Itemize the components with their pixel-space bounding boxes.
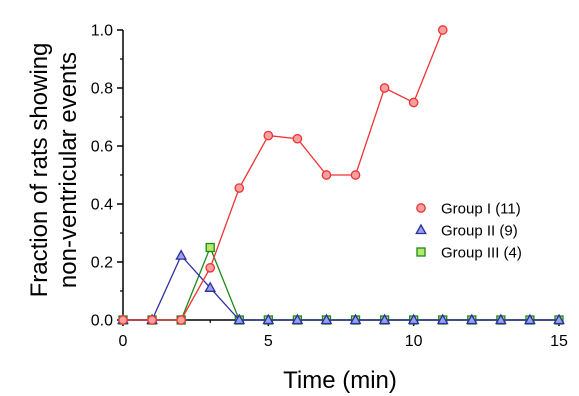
legend-label: Group I (11) xyxy=(441,201,521,218)
legend-item: Group I (11) xyxy=(416,201,521,218)
data-point xyxy=(262,313,275,325)
data-point xyxy=(233,313,246,325)
legend-marker xyxy=(416,203,426,213)
data-point xyxy=(234,183,245,193)
data-point xyxy=(205,262,216,273)
chart-legend: Group I (11) Group II (9) Group III (4) xyxy=(415,201,522,262)
data-point xyxy=(524,313,536,325)
data-point xyxy=(378,313,391,325)
legend-label: Group III (4) xyxy=(441,245,522,262)
chart-series xyxy=(117,25,565,325)
data-point xyxy=(465,313,478,325)
data-point xyxy=(118,315,128,325)
y-tick-label: 0.2 xyxy=(91,255,113,272)
series-group-1 xyxy=(118,25,448,325)
data-point xyxy=(495,313,507,325)
legend-marker xyxy=(416,247,426,257)
y-tick-label: 1.0 xyxy=(91,23,113,40)
data-point xyxy=(350,170,361,180)
data-point xyxy=(349,313,362,325)
series-line xyxy=(123,29,444,321)
data-point xyxy=(291,313,304,325)
chart-axes: 0 5 10 15 0.0 0.2 0.4 0.6 0.8 1.0 xyxy=(91,23,568,351)
x-tick-label: 0 xyxy=(119,333,128,350)
x-tick-label: 10 xyxy=(405,333,423,350)
x-tick-label: 15 xyxy=(550,333,568,350)
data-point xyxy=(436,313,449,325)
data-point xyxy=(407,313,420,325)
y-tick-label: 0.8 xyxy=(91,81,113,98)
data-point xyxy=(320,313,333,325)
data-point xyxy=(321,170,332,180)
data-point xyxy=(553,313,565,325)
legend-marker xyxy=(415,223,427,235)
data-point xyxy=(147,315,157,325)
y-tick-label: 0.6 xyxy=(91,139,113,156)
y-axis-title-line-2: non-ventricular events xyxy=(55,52,82,288)
data-point xyxy=(292,133,303,144)
data-point xyxy=(205,242,215,253)
data-point xyxy=(176,315,186,325)
legend-item: Group III (4) xyxy=(416,245,522,262)
data-point xyxy=(175,249,187,260)
data-point xyxy=(263,130,274,141)
y-axis-title-line-1: Fraction of rats showing xyxy=(26,43,53,298)
series-line xyxy=(123,254,559,321)
data-point xyxy=(379,83,390,93)
x-tick-label: 5 xyxy=(264,333,273,350)
legend-item: Group II (9) xyxy=(415,223,518,240)
data-point xyxy=(408,97,419,108)
x-axis-title: Time (min) xyxy=(283,367,397,394)
data-point xyxy=(204,281,217,292)
data-point xyxy=(437,25,448,35)
legend-label: Group II (9) xyxy=(441,223,518,240)
y-tick-label: 0.0 xyxy=(91,313,113,330)
y-tick-label: 0.4 xyxy=(91,197,113,214)
